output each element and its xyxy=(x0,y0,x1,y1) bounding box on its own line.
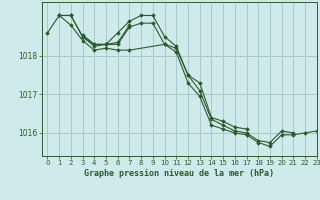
X-axis label: Graphe pression niveau de la mer (hPa): Graphe pression niveau de la mer (hPa) xyxy=(84,169,274,178)
